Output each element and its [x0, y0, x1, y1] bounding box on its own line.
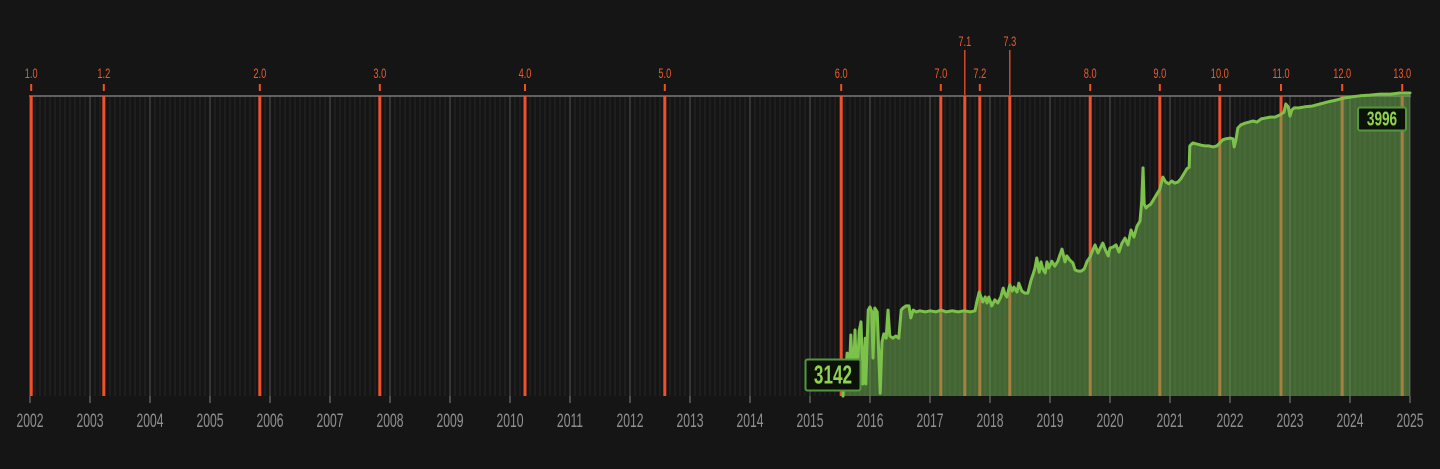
version-label-6.0: 6.0 [835, 65, 848, 82]
series-line-layer [841, 91, 1412, 398]
version-label-9.0: 9.0 [1153, 65, 1166, 82]
year-label-2023: 2023 [1276, 412, 1303, 432]
version-label-10.0: 10.0 [1211, 65, 1229, 82]
year-label-2012: 2012 [616, 412, 643, 432]
end-value-badge-value: 3996 [1367, 108, 1397, 130]
year-label-2015: 2015 [796, 412, 823, 432]
version-label-7.2: 7.2 [973, 65, 986, 82]
version-label-12.0: 12.0 [1333, 65, 1351, 82]
version-label-4.0: 4.0 [519, 65, 532, 82]
year-label-2019: 2019 [1036, 412, 1063, 432]
year-label-2014: 2014 [736, 412, 763, 432]
year-label-2002: 2002 [16, 412, 43, 432]
year-label-2018: 2018 [976, 412, 1003, 432]
version-label-3.0: 3.0 [373, 65, 386, 82]
version-label-8.0: 8.0 [1084, 65, 1097, 82]
year-label-2013: 2013 [676, 412, 703, 432]
value-badges-layer: 3142 3996 [804, 106, 1407, 392]
version-label-11.0: 11.0 [1272, 65, 1290, 82]
version-label-7.0: 7.0 [934, 65, 947, 82]
year-label-2016: 2016 [856, 412, 883, 432]
version-label-7.1: 7.1 [958, 33, 971, 50]
year-label-2008: 2008 [376, 412, 403, 432]
series-line [841, 91, 1412, 398]
year-axis-layer: 2002 2003 2004 2005 2006 2007 2008 2009 2010 2011… [16, 396, 1424, 432]
year-label-2020: 2020 [1096, 412, 1123, 432]
year-label-2021: 2021 [1156, 412, 1183, 432]
version-axis-layer: 1.0 1.2 2.0 3.0 4.0 5.0 6.0 7.0 7.1 7.2 7.3 8.0 9.0 1… [25, 33, 1412, 95]
year-label-2017: 2017 [916, 412, 943, 432]
year-label-2003: 2003 [76, 412, 103, 432]
year-label-2004: 2004 [136, 412, 163, 432]
version-label-7.3: 7.3 [1003, 33, 1016, 50]
year-label-2006: 2006 [256, 412, 283, 432]
year-label-2024: 2024 [1336, 412, 1363, 432]
version-label-13.0: 13.0 [1393, 65, 1411, 82]
version-label-1.2: 1.2 [97, 65, 110, 82]
year-label-2010: 2010 [496, 412, 523, 432]
year-label-2022: 2022 [1216, 412, 1243, 432]
start-value-badge-box [804, 358, 862, 392]
version-label-2.0: 2.0 [253, 65, 266, 82]
year-label-2007: 2007 [316, 412, 343, 432]
year-label-2011: 2011 [557, 412, 583, 432]
year-label-2009: 2009 [436, 412, 463, 432]
start-value-badge-value: 3142 [814, 360, 852, 390]
version-label-5.0: 5.0 [658, 65, 671, 82]
version-label-1.0: 1.0 [25, 65, 38, 82]
year-label-2025: 2025 [1396, 412, 1423, 432]
year-label-2005: 2005 [196, 412, 223, 432]
end-value-badge-box [1357, 106, 1407, 132]
